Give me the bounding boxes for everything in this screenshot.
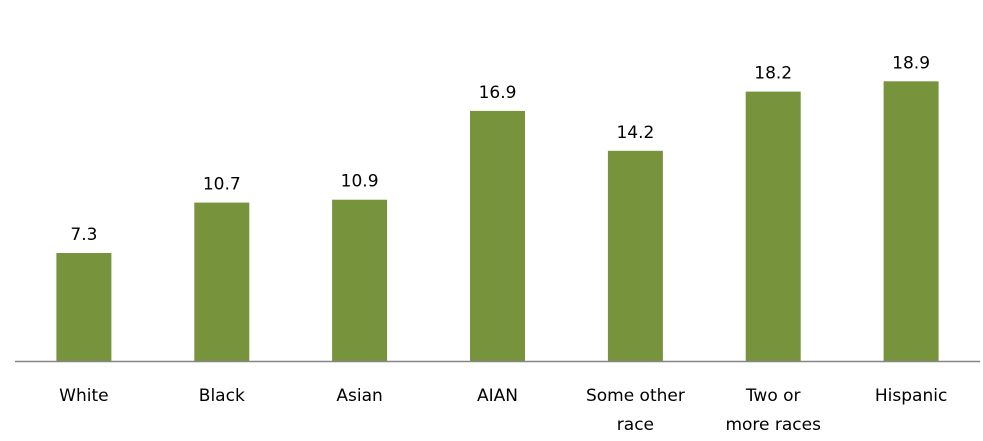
category-label: Hispanic xyxy=(875,386,947,406)
value-label: 14.2 xyxy=(616,123,654,143)
bar-black xyxy=(194,203,249,361)
bars-group xyxy=(56,81,938,361)
category-label: Some other xyxy=(586,386,685,406)
value-label: 10.9 xyxy=(341,172,379,192)
category-label: White xyxy=(59,386,108,406)
bar-asian xyxy=(332,200,387,361)
category-label: Black xyxy=(199,386,245,406)
category-label: Asian xyxy=(336,386,382,406)
bar-hispanic xyxy=(884,81,939,361)
value-label: 7.3 xyxy=(70,225,97,245)
bar-two-or-more-races xyxy=(746,92,801,361)
value-label: 10.7 xyxy=(203,175,241,195)
value-label: 18.2 xyxy=(754,64,792,84)
category-label: Two or xyxy=(745,386,801,406)
bar-aian xyxy=(470,111,525,361)
value-label: 16.9 xyxy=(479,83,517,103)
category-label: more races xyxy=(725,415,821,435)
category-labels-group: White Black Asian AIAN Some other race Two or m… xyxy=(59,386,947,435)
value-label: 18.9 xyxy=(892,53,930,73)
category-label: AIAN xyxy=(477,386,518,406)
bar-some-other-race xyxy=(608,151,663,361)
bar-white xyxy=(56,253,111,361)
category-label: race xyxy=(617,415,654,435)
